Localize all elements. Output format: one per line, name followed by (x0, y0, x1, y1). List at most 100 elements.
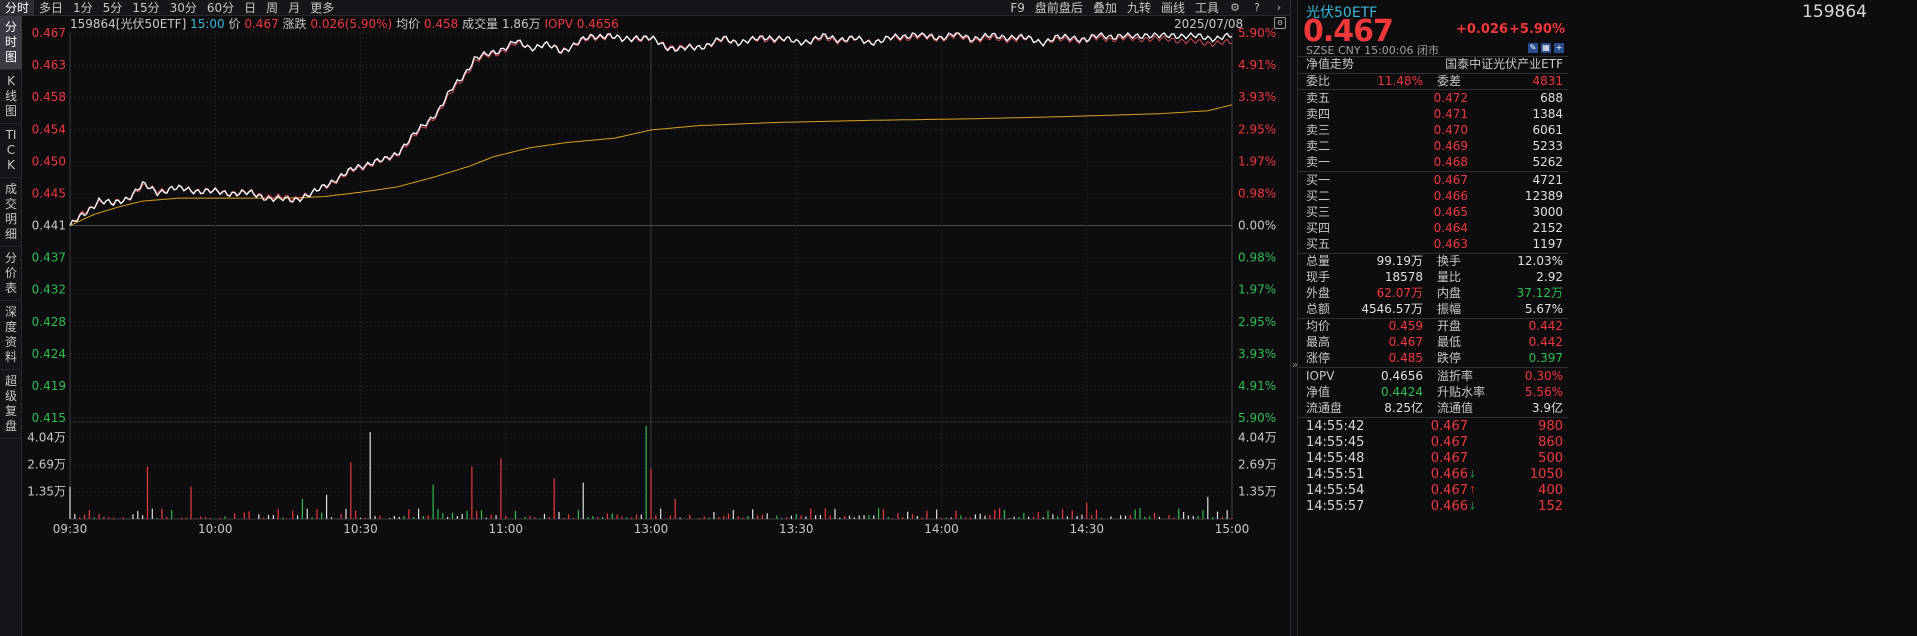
period-tab-more[interactable]: 更多 (310, 0, 335, 15)
tick-price: 0.466 (1430, 467, 1468, 482)
period-tab-multiday[interactable]: 多日 (39, 0, 64, 15)
stat-label: 升贴水率 (1437, 385, 1486, 399)
volume-tick-label-left: 2.69万 (27, 458, 66, 472)
tick-row[interactable]: 14:55:57 0.466 🡓 152 (1298, 499, 1568, 515)
period-tab-60min[interactable]: 60分 (206, 0, 235, 15)
stat-label: 涨停 (1306, 351, 1331, 365)
grid-icon[interactable]: ▦ (1541, 43, 1551, 53)
ask-label: 卖一 (1306, 155, 1331, 169)
bid-row[interactable]: 买三 0.465 3000 (1298, 204, 1568, 220)
ask-row[interactable]: 卖四 0.471 1384 (1298, 106, 1568, 122)
x-tick-label: 14:30 (1069, 522, 1104, 536)
stat-value: 0.442 (1528, 319, 1563, 333)
period-tab-month[interactable]: 月 (288, 0, 301, 15)
ask-volume: 1384 (1532, 107, 1563, 121)
period-tab-15min[interactable]: 15分 (132, 0, 160, 15)
tab-intraday-chart[interactable]: 分时图 (0, 16, 22, 70)
period-tab-intraday[interactable]: 分时 (0, 0, 35, 16)
tick-time: 14:55:57 (1306, 499, 1365, 514)
f9-button[interactable]: F9 (1010, 0, 1025, 15)
y-tick-label-left: 0.428 (32, 315, 66, 329)
premarket-button[interactable]: 盘前盘后 (1034, 0, 1083, 15)
y-tick-label-right: 0.00% (1238, 219, 1276, 233)
y-tick-label-right: 3.93% (1238, 90, 1276, 104)
period-tab-week[interactable]: 周 (266, 0, 279, 15)
chart-settings-icon[interactable]: ⚙ (1274, 17, 1286, 29)
edit-icon[interactable]: ✎ (1528, 43, 1538, 53)
price-change: +0.026 (1456, 22, 1509, 37)
x-tick-label: 15:00 (1215, 522, 1250, 536)
panel-splitter[interactable]: » (1290, 0, 1298, 636)
stat-row: IOPV 0.4656 溢折率 0.30% (1298, 368, 1568, 384)
stat-value: 99.19万 (1376, 254, 1423, 268)
series-line-price (69, 31, 1233, 226)
tick-price: 0.467 (1430, 451, 1468, 466)
tick-row[interactable]: 14:55:54 0.467 🡑 400 (1298, 483, 1568, 499)
tick-price: 0.466 (1430, 499, 1468, 514)
y-tick-label-left: 0.424 (32, 347, 66, 361)
intraday-chart[interactable]: 0.467 5.90% 0.463 4.91% 0.458 3.93% 0.454 2.95%… (22, 16, 1290, 636)
nine-turn-button[interactable]: 九转 (1126, 0, 1151, 15)
weibi-label: 委比 (1306, 74, 1331, 88)
ask-label: 卖三 (1306, 123, 1331, 137)
y-tick-label-right: 3.93% (1238, 347, 1276, 361)
y-tick-label-left: 0.458 (32, 90, 66, 104)
tick-row[interactable]: 14:55:48 0.467 500 (1298, 451, 1568, 467)
overlay-button[interactable]: 叠加 (1092, 0, 1117, 15)
bid-row[interactable]: 买五 0.463 1197 (1298, 236, 1568, 252)
tab-depth-data[interactable]: 深度资料 (0, 301, 22, 370)
x-tick-label: 13:00 (634, 522, 669, 536)
expand-icon[interactable]: » (1291, 360, 1299, 371)
y-tick-label-right: 0.98% (1238, 251, 1276, 265)
bid-price: 0.466 (1433, 189, 1468, 203)
bid-row[interactable]: 买二 0.466 12389 (1298, 188, 1568, 204)
ask-row[interactable]: 卖一 0.468 5262 (1298, 154, 1568, 170)
stat-value: 18578 (1384, 270, 1423, 284)
stat-value: 12.03% (1517, 254, 1563, 268)
period-tab-30min[interactable]: 30分 (169, 0, 197, 15)
tick-price: 0.467 (1430, 419, 1468, 434)
security-name: 光伏50ETF (1306, 5, 1378, 21)
volume-tick-label-right: 2.69万 (1238, 458, 1277, 472)
gear-icon[interactable]: ⚙ (1230, 0, 1240, 14)
tab-trade-details[interactable]: 成交明细 (0, 178, 22, 247)
chart-info-line: 159864[光伏50ETF] 15:00 价 0.467 涨跌 0.026(5… (70, 16, 619, 32)
tick-row[interactable]: 14:55:45 0.467 860 (1298, 435, 1568, 451)
ask-row[interactable]: 卖五 0.472 688 (1298, 90, 1568, 106)
stat-row: 总量 99.19万 换手 12.03% (1298, 253, 1568, 269)
tools-button[interactable]: 工具 (1194, 0, 1219, 15)
tick-row[interactable]: 14:55:42 0.467 980 (1298, 419, 1568, 435)
bid-row[interactable]: 买四 0.464 2152 (1298, 220, 1568, 236)
draw-line-button[interactable]: 画线 (1160, 0, 1185, 15)
x-tick-label: 13:30 (779, 522, 814, 536)
nav-trend-row[interactable]: 净值走势 国泰中证光伏产业ETF (1298, 56, 1568, 73)
tab-tick[interactable]: TICK (0, 124, 22, 178)
tab-price-table[interactable]: 分价表 (0, 247, 22, 301)
tick-price: 0.467 (1430, 435, 1468, 450)
stat-label: 流通值 (1437, 401, 1474, 415)
help-icon[interactable]: ? (1254, 0, 1260, 14)
tab-label: TICK (5, 128, 17, 172)
ask-row[interactable]: 卖二 0.469 5233 (1298, 138, 1568, 154)
tab-kline-chart[interactable]: K线图 (0, 70, 22, 124)
y-tick-label-left: 0.415 (32, 411, 66, 425)
period-tab-5min[interactable]: 5分 (102, 0, 123, 15)
add-icon[interactable]: + (1554, 43, 1564, 53)
tab-super-review[interactable]: 超级复盘 (0, 370, 22, 439)
bid-row[interactable]: 买一 0.467 4721 (1298, 172, 1568, 188)
stat-label: 量比 (1437, 270, 1462, 284)
bid-volume: 3000 (1532, 205, 1563, 219)
tick-volume: 980 (1538, 419, 1563, 434)
ask-price: 0.471 (1433, 107, 1468, 121)
period-tab-1min[interactable]: 1分 (73, 0, 93, 15)
y-tick-label-right: 1.97% (1238, 283, 1276, 297)
tick-row[interactable]: 14:55:51 0.466 🡓 1050 (1298, 467, 1568, 483)
ask-row[interactable]: 卖三 0.470 6061 (1298, 122, 1568, 138)
stat-value: 0.397 (1528, 351, 1563, 365)
ask-price: 0.469 (1433, 139, 1468, 153)
weicha-label: 委差 (1437, 74, 1462, 88)
period-tab-day[interactable]: 日 (244, 0, 257, 15)
volume-label: 成交量 (462, 17, 499, 31)
x-tick-label: 14:00 (924, 522, 959, 536)
collapse-icon[interactable]: › (1276, 0, 1282, 14)
